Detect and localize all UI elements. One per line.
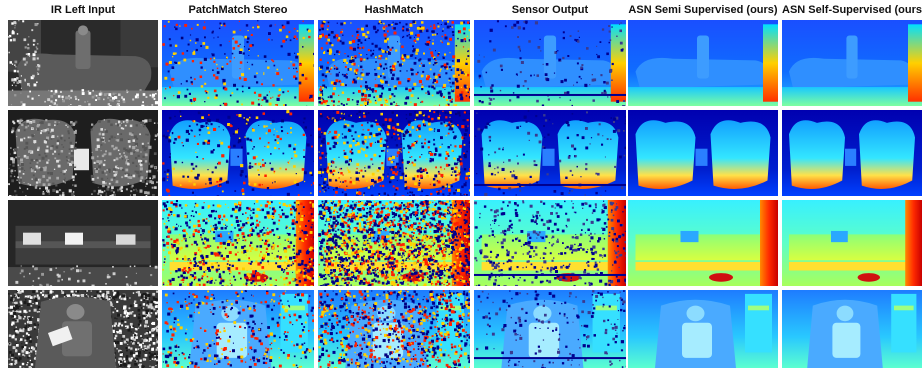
depth-map xyxy=(162,110,314,196)
cell-scene-two-chairs-sensor-output xyxy=(474,110,626,196)
cell-scene-person-in-armchair-sensor-output xyxy=(474,290,626,368)
depth-map xyxy=(474,200,626,286)
depth-map xyxy=(628,110,778,196)
ir-image xyxy=(8,290,158,368)
cell-scene-two-chairs-patchmatch-stereo xyxy=(162,110,314,196)
depth-map xyxy=(782,200,922,286)
depth-map xyxy=(162,200,314,286)
cell-scene-sofa-with-pillows-sensor-output xyxy=(474,200,626,286)
column-header-sensor-output: Sensor Output xyxy=(511,4,589,16)
cell-scene-person-on-sofa-sensor-output xyxy=(474,20,626,106)
depth-map xyxy=(782,110,922,196)
depth-map xyxy=(318,20,470,106)
depth-map xyxy=(628,200,778,286)
depth-map xyxy=(318,200,470,286)
ir-image xyxy=(8,20,158,106)
depth-map xyxy=(474,110,626,196)
cell-scene-two-chairs-ir-input xyxy=(8,110,158,196)
cell-scene-sofa-with-pillows-ir-input xyxy=(8,200,158,286)
cell-scene-person-on-sofa-patchmatch-stereo xyxy=(162,20,314,106)
column-header-patchmatch-stereo: PatchMatch Stereo xyxy=(188,4,288,16)
cell-scene-two-chairs-hashmatch xyxy=(318,110,470,196)
depth-map xyxy=(782,20,922,106)
cell-scene-person-in-armchair-asn-self-supervised xyxy=(782,290,922,368)
depth-map xyxy=(628,290,778,368)
depth-map xyxy=(318,110,470,196)
column-header-asn-self-supervised: ASN Self-Supervised (ours) xyxy=(782,4,922,16)
cell-scene-person-on-sofa-ir-input xyxy=(8,20,158,106)
cell-scene-person-in-armchair-ir-input xyxy=(8,290,158,368)
cell-scene-sofa-with-pillows-patchmatch-stereo xyxy=(162,200,314,286)
depth-map xyxy=(474,20,626,106)
cell-scene-person-in-armchair-hashmatch xyxy=(318,290,470,368)
cell-scene-sofa-with-pillows-asn-semi-supervised xyxy=(628,200,778,286)
column-header-ir-left-input: IR Left Input xyxy=(50,4,116,16)
depth-map xyxy=(628,20,778,106)
cell-scene-person-on-sofa-asn-semi-supervised xyxy=(628,20,778,106)
cell-scene-person-on-sofa-hashmatch xyxy=(318,20,470,106)
ir-image xyxy=(8,200,158,286)
cell-scene-person-in-armchair-asn-semi-supervised xyxy=(628,290,778,368)
cell-scene-two-chairs-asn-self-supervised xyxy=(782,110,922,196)
cell-scene-person-on-sofa-asn-self-supervised xyxy=(782,20,922,106)
depth-map xyxy=(782,290,922,368)
column-header-asn-semi-supervised: ASN Semi Supervised (ours) xyxy=(628,4,778,16)
cell-scene-two-chairs-asn-semi-supervised xyxy=(628,110,778,196)
ir-image xyxy=(8,110,158,196)
depth-map xyxy=(162,290,314,368)
cell-scene-sofa-with-pillows-hashmatch xyxy=(318,200,470,286)
cell-scene-sofa-with-pillows-asn-self-supervised xyxy=(782,200,922,286)
column-header-hashmatch: HashMatch xyxy=(364,4,424,16)
cell-scene-person-in-armchair-patchmatch-stereo xyxy=(162,290,314,368)
depth-map xyxy=(318,290,470,368)
depth-map xyxy=(474,290,626,368)
depth-map xyxy=(162,20,314,106)
